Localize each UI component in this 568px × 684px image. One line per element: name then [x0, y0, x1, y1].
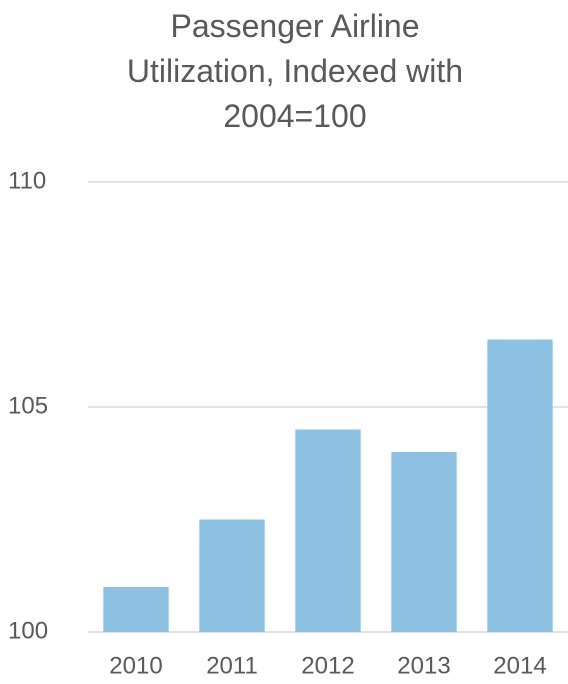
y-tick-label: 110: [8, 167, 46, 194]
bar: [199, 519, 265, 632]
bar: [295, 429, 361, 632]
x-tick-label: 2014: [493, 652, 546, 679]
x-tick-label: 2013: [397, 652, 450, 679]
x-tick-label: 2012: [301, 652, 354, 679]
chart-title: Passenger Airline Utilization, Indexed w…: [126, 8, 464, 134]
y-tick-label: 105: [8, 392, 48, 419]
bar: [103, 587, 169, 632]
x-tick-label: 2010: [109, 652, 162, 679]
y-tick-label: 100: [8, 617, 48, 644]
x-tick-label: 2011: [206, 652, 258, 679]
bar: [487, 339, 553, 632]
bar: [391, 452, 457, 632]
